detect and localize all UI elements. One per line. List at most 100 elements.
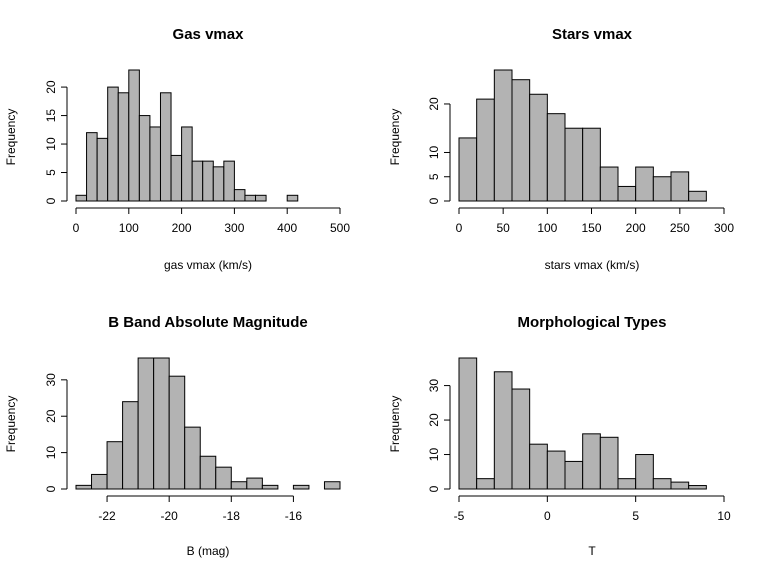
- histogram-bar: [75, 194, 88, 202]
- bar-series: [75, 69, 299, 202]
- y-tick-label: 0: [427, 485, 441, 492]
- chart-title: Gas vmax: [173, 26, 245, 43]
- histogram-bar: [670, 171, 690, 202]
- histogram-bar: [230, 481, 248, 490]
- y-tick-label: 0: [44, 197, 58, 204]
- y-tick-label: 30: [427, 379, 441, 393]
- y-axis-label: Frequency: [4, 396, 18, 453]
- x-tick-label: 300: [224, 221, 244, 235]
- y-tick-label: 10: [44, 446, 58, 460]
- histogram-bar: [493, 69, 513, 202]
- histogram-bar: [244, 194, 257, 202]
- histogram-bar: [458, 357, 478, 490]
- histogram-bar: [652, 478, 672, 490]
- y-tick-label: 20: [44, 80, 58, 94]
- x-axis-label: gas vmax (km/s): [164, 258, 252, 272]
- histogram-bar: [261, 484, 279, 490]
- panel-gas-vmax: Gas vmax gas vmax (km/s) Frequency 0 10 0 2…: [4, 26, 350, 272]
- histogram-bar: [75, 484, 93, 490]
- histogram-bar: [153, 357, 170, 490]
- histogram-bar: [168, 375, 186, 490]
- histogram-bar: [546, 450, 566, 490]
- histogram-bar: [233, 189, 246, 202]
- panel-b-band-magnitude: B Band Absolute Magnitude B (mag) Freque…: [4, 314, 341, 558]
- histogram-bar: [511, 79, 531, 202]
- y-axis-label: Frequency: [4, 109, 18, 166]
- histogram-bar: [159, 92, 172, 202]
- x-tick-label: 10: [717, 509, 731, 523]
- histogram-bar: [128, 69, 140, 202]
- histogram-bar: [582, 127, 601, 202]
- histogram-bar: [215, 466, 232, 490]
- histogram-bar: [476, 478, 495, 490]
- x-axis: -22 -20 -18 -16: [98, 495, 303, 523]
- x-axis: 0 50 100 150 200 250 300: [456, 207, 734, 235]
- histogram-bar: [323, 481, 341, 490]
- histogram-bar: [91, 473, 108, 490]
- histogram-bar: [688, 485, 707, 490]
- histogram-bar: [688, 190, 707, 202]
- histogram-bar: [170, 154, 183, 202]
- histogram-bar: [122, 401, 139, 490]
- y-axis: 0 10 20 30: [44, 373, 68, 492]
- chart-title: Stars vmax: [552, 26, 633, 43]
- x-axis-label: B (mag): [187, 544, 230, 558]
- x-axis-label: stars vmax (km/s): [545, 258, 640, 272]
- x-tick-label: 200: [172, 221, 192, 235]
- x-tick-label: -5: [454, 509, 465, 523]
- histogram-bar: [181, 126, 193, 202]
- histogram-bar: [212, 166, 225, 202]
- histogram-bar: [529, 93, 548, 202]
- histogram-bar: [106, 441, 124, 490]
- x-tick-label: -18: [223, 509, 241, 523]
- histogram-bar: [564, 460, 584, 490]
- histogram-bar: [458, 137, 478, 202]
- histogram-bar: [117, 92, 130, 202]
- histogram-bar: [511, 388, 531, 490]
- histogram-bar: [149, 126, 161, 202]
- x-tick-label: 100: [537, 221, 557, 235]
- histogram-bar: [529, 443, 548, 490]
- histogram-bar: [652, 176, 672, 202]
- histogram-bar: [246, 477, 263, 490]
- x-tick-label: 50: [496, 221, 510, 235]
- y-axis: 0 5 10 15 20: [44, 80, 68, 204]
- y-axis: 0 5 10 20: [427, 97, 451, 204]
- x-tick-label: 0: [544, 509, 551, 523]
- x-tick-label: -20: [161, 509, 179, 523]
- bar-series: [458, 357, 707, 490]
- panel-morphological-types: Morphological Types T Frequency -5 0 5 10 0…: [388, 314, 731, 558]
- y-tick-label: 0: [427, 197, 441, 204]
- chart-title: Morphological Types: [518, 314, 667, 331]
- x-tick-label: 5: [632, 509, 639, 523]
- histogram-bar: [184, 426, 201, 490]
- y-tick-label: 15: [44, 109, 58, 123]
- y-tick-label: 20: [427, 413, 441, 427]
- x-tick-label: -22: [98, 509, 116, 523]
- histogram-bar: [617, 478, 637, 490]
- histogram-bar: [223, 160, 235, 202]
- histogram-bar: [599, 436, 619, 490]
- y-tick-label: 10: [427, 448, 441, 462]
- histogram-bar: [86, 132, 98, 202]
- x-tick-label: 200: [626, 221, 646, 235]
- bar-series: [458, 69, 707, 202]
- histogram-bar: [617, 185, 637, 202]
- y-tick-label: 5: [44, 169, 58, 176]
- y-axis-label: Frequency: [388, 109, 402, 166]
- y-tick-label: 10: [427, 145, 441, 159]
- x-tick-label: 500: [330, 221, 350, 235]
- x-tick-label: 150: [581, 221, 601, 235]
- histogram-bar: [202, 160, 214, 202]
- y-tick-label: 5: [427, 173, 441, 180]
- y-tick-label: 10: [44, 137, 58, 151]
- x-tick-label: -16: [285, 509, 303, 523]
- x-tick-label: 250: [670, 221, 690, 235]
- x-axis: 0 100 200 300 400 500: [73, 207, 350, 235]
- histogram-bar: [107, 86, 119, 202]
- histogram-bar: [138, 115, 151, 202]
- x-tick-label: 0: [73, 221, 80, 235]
- bar-series: [75, 357, 341, 490]
- histogram-bar: [286, 194, 299, 202]
